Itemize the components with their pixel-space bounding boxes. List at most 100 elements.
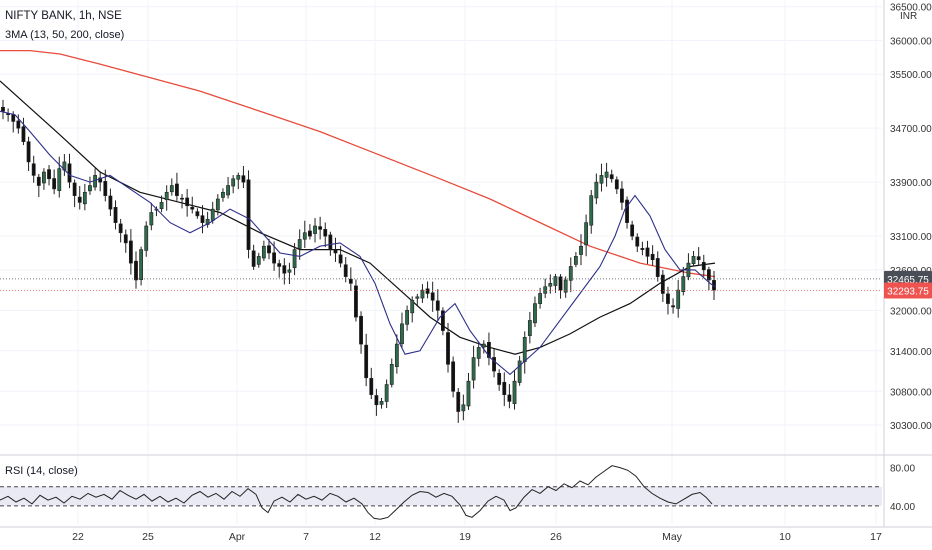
- candle: [497, 369, 502, 391]
- candle-body: [635, 236, 640, 247]
- candle-body: [620, 188, 624, 203]
- candle: [645, 240, 650, 264]
- candle: [389, 358, 394, 388]
- candle: [82, 183, 87, 211]
- candle-body: [548, 283, 553, 287]
- candle-body: [568, 266, 573, 281]
- candle-body: [630, 224, 635, 237]
- ma-indicator-label[interactable]: 3MA (13, 50, 200, close): [5, 29, 125, 41]
- candle: [338, 245, 343, 268]
- candle: [466, 372, 471, 410]
- candle: [625, 196, 629, 229]
- candle: [16, 114, 21, 134]
- rsi-line[interactable]: [0, 465, 713, 520]
- candle-body: [128, 240, 133, 264]
- candle: [671, 298, 675, 314]
- candle: [604, 162, 609, 187]
- candle: [297, 229, 302, 260]
- candle: [226, 176, 230, 199]
- candle-body: [573, 256, 578, 265]
- ma13-layer: [0, 110, 716, 376]
- candle: [446, 323, 450, 373]
- candle-body: [359, 315, 363, 345]
- candle: [481, 340, 486, 354]
- candle-body: [691, 256, 696, 264]
- ma13-line[interactable]: [0, 110, 716, 376]
- candle-body: [696, 256, 701, 261]
- candle-body: [251, 250, 256, 267]
- candle: [568, 257, 573, 293]
- candle: [36, 173, 41, 198]
- candle: [215, 194, 220, 216]
- candle-body: [589, 195, 594, 226]
- candle: [364, 333, 369, 387]
- time-axis-label: 17: [870, 531, 882, 543]
- candle: [26, 136, 31, 171]
- candle: [507, 384, 512, 409]
- candle-body: [72, 182, 77, 196]
- candle: [435, 289, 440, 321]
- candle-body: [640, 248, 645, 250]
- ma50-line[interactable]: [0, 80, 716, 355]
- candle: [308, 224, 312, 240]
- candle-body: [650, 253, 655, 261]
- candle: [190, 196, 195, 214]
- candle-body: [292, 249, 297, 269]
- candle-body: [195, 211, 200, 217]
- candle: [57, 156, 62, 198]
- candle: [430, 281, 435, 312]
- price-axis-label: 34700.00: [890, 124, 932, 135]
- candle: [655, 251, 660, 282]
- candle: [579, 234, 583, 266]
- candle-body: [328, 234, 333, 250]
- candle: [630, 220, 635, 241]
- candle-body: [236, 175, 241, 180]
- candle-body: [272, 252, 277, 264]
- time-axis-label: 10: [779, 531, 791, 543]
- candle-body: [241, 175, 246, 183]
- candle-body: [1, 106, 5, 112]
- candle: [533, 296, 537, 328]
- candle: [103, 169, 108, 202]
- candle-body: [410, 299, 415, 314]
- candle: [543, 278, 548, 299]
- candle-body: [456, 391, 461, 412]
- candle-body: [42, 171, 46, 184]
- candle-body: [318, 226, 323, 230]
- price-axis-label: 36500.00: [890, 3, 932, 14]
- candle-body: [435, 300, 440, 311]
- candle-body: [384, 384, 389, 402]
- candle: [359, 311, 363, 354]
- candle: [492, 348, 496, 378]
- candle-body: [308, 230, 312, 237]
- rsi-axis-label: 40.00: [890, 502, 915, 513]
- candle-body: [517, 360, 522, 383]
- time-axis-label: 19: [459, 531, 471, 543]
- candle-body: [26, 141, 31, 163]
- candle: [538, 287, 542, 309]
- candle-body: [655, 258, 660, 277]
- candle: [660, 269, 665, 302]
- candle: [609, 169, 614, 183]
- ma50-layer: [0, 80, 716, 355]
- symbol-title[interactable]: NIFTY BANK, 1h, NSE: [5, 10, 122, 22]
- candle-body: [553, 276, 558, 286]
- candle-body: [538, 293, 542, 304]
- candle: [451, 356, 456, 398]
- candle: [620, 181, 624, 211]
- candle: [614, 176, 619, 195]
- candle-body: [604, 171, 609, 178]
- candle: [241, 165, 246, 189]
- candle-body: [82, 191, 87, 205]
- ma200-line[interactable]: [0, 49, 716, 278]
- candle: [640, 241, 645, 256]
- candle-body: [461, 404, 466, 412]
- candle: [292, 242, 297, 276]
- candle-body: [507, 394, 512, 402]
- candle: [1, 99, 5, 120]
- grid-layer: [0, 0, 882, 525]
- rsi-indicator-label[interactable]: RSI (14, close): [5, 465, 78, 477]
